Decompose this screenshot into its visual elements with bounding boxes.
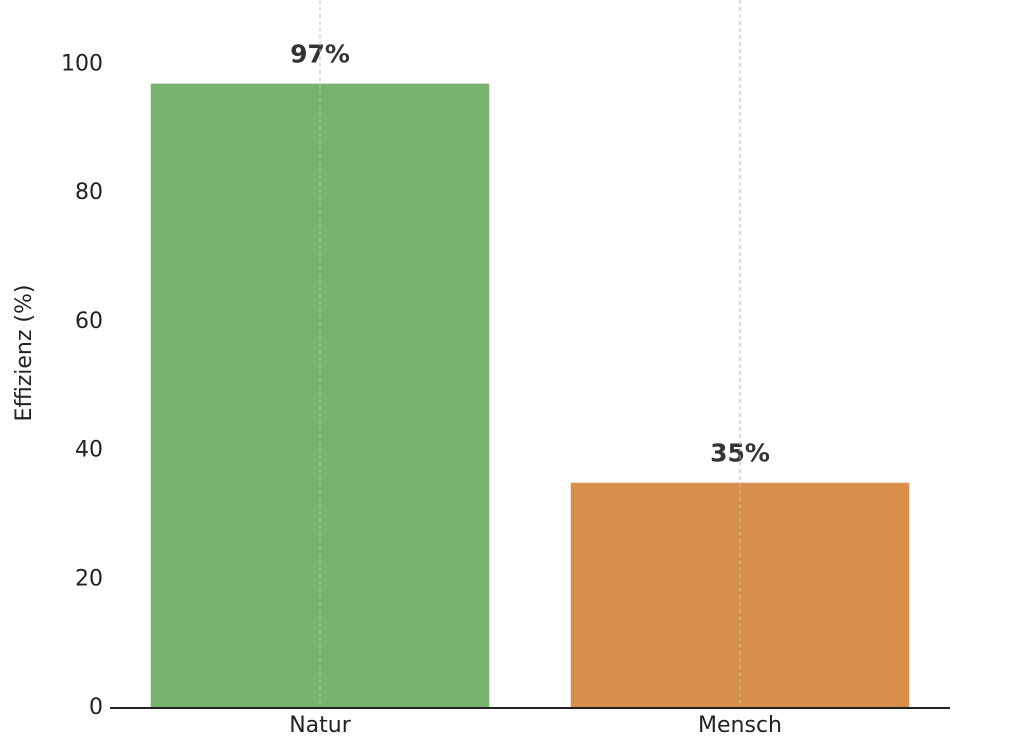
x-tick-label: Natur	[289, 713, 352, 738]
x-tick-label: Mensch	[698, 713, 782, 738]
y-tick-label: 40	[75, 438, 103, 463]
y-tick-label: 0	[89, 695, 103, 720]
y-tick-label: 100	[61, 51, 103, 76]
y-axis-label: Effizienz (%)	[12, 285, 37, 422]
y-tick-label: 80	[75, 180, 103, 205]
y-tick-label: 60	[75, 309, 103, 334]
y-tick-label: 20	[75, 566, 103, 591]
